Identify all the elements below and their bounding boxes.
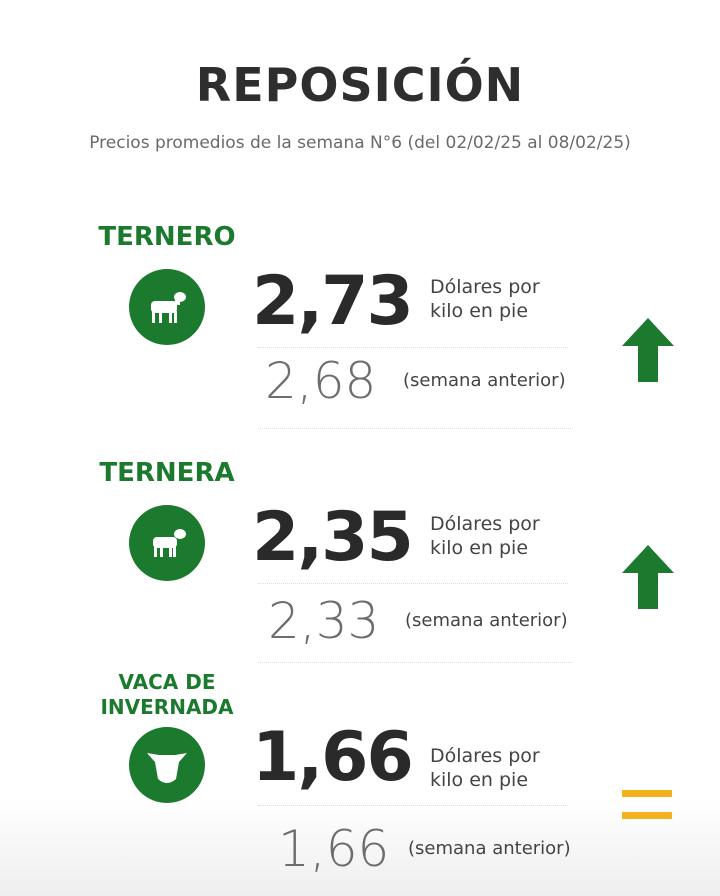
animal-icon (129, 269, 205, 349)
animal-icon (129, 727, 205, 807)
up-arrow (622, 318, 674, 386)
separator (258, 428, 573, 429)
item-name: TERNERA (99, 458, 235, 488)
separator (258, 347, 568, 348)
previous-price: 1,66 (278, 820, 390, 878)
icon-svg (129, 727, 205, 803)
price: 1,66 (252, 718, 414, 797)
icon-svg (129, 269, 205, 345)
equal-svg (622, 790, 672, 819)
price: 2,73 (252, 262, 414, 341)
arrow-svg (622, 318, 674, 382)
price: 2,35 (252, 498, 414, 577)
unit: Dólares por kilo en pie (430, 513, 540, 559)
previous-price: 2,33 (268, 592, 380, 650)
item-name: VACA DE INVERNADA (100, 670, 234, 719)
previous-label: (semana anterior) (408, 838, 571, 859)
separator (258, 662, 573, 663)
item-name: TERNERO (98, 222, 236, 252)
separator (258, 805, 568, 806)
animal-icon (129, 505, 205, 585)
unit: Dólares por kilo en pie (430, 276, 540, 322)
equal-sign (622, 790, 672, 826)
previous-label: (semana anterior) (405, 610, 568, 631)
up-arrow (622, 545, 674, 613)
separator (258, 583, 568, 584)
previous-label: (semana anterior) (403, 370, 566, 391)
subtitle: Precios promedios de la semana N°6 (del … (89, 133, 631, 153)
previous-price: 2,68 (265, 352, 377, 410)
title: REPOSICIÓN (195, 58, 525, 112)
icon-svg (129, 505, 205, 581)
arrow-svg (622, 545, 674, 609)
unit: Dólares por kilo en pie (430, 745, 540, 791)
